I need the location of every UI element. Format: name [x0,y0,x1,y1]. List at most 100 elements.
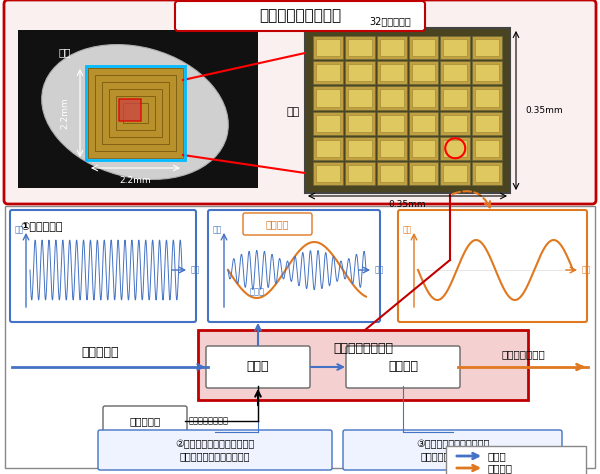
Bar [377,137,407,160]
Bar [313,86,343,109]
Bar [440,162,470,185]
Bar [440,36,470,59]
Text: 周波数、振幅一定: 周波数、振幅一定 [189,417,229,426]
Bar [409,111,439,135]
Text: 0.35mm: 0.35mm [388,200,426,209]
Text: 信号成分: 信号成分 [265,219,289,229]
Bar [198,330,528,400]
Bar [345,36,374,59]
Bar [409,86,439,109]
Bar [88,68,183,158]
Bar [440,86,470,109]
Text: 光成分: 光成分 [250,288,265,297]
Bar [119,99,141,121]
FancyBboxPatch shape [208,210,380,322]
Bar [412,140,436,157]
Bar [412,39,436,56]
Bar [109,89,162,137]
Bar [440,111,470,135]
Bar [316,115,340,132]
Bar [95,75,176,151]
Text: 時間: 時間 [582,265,591,274]
Text: 高速集積型受光素子: 高速集積型受光素子 [259,9,341,24]
Bar [443,39,467,56]
Bar [305,28,510,193]
Bar [472,162,502,185]
Bar [472,137,502,160]
Bar [443,140,467,157]
Bar [377,162,407,185]
Bar [475,89,499,107]
Bar [409,162,439,185]
Bar [380,39,404,56]
Text: 時間: 時間 [375,265,384,274]
FancyBboxPatch shape [343,430,562,470]
Text: 32個の受光部: 32個の受光部 [369,16,411,26]
Bar [380,64,404,82]
Bar [316,39,340,56]
Bar [348,39,371,56]
Bar [345,137,374,160]
Bar [316,140,340,157]
Text: 2.2mm: 2.2mm [61,97,70,129]
Bar [345,111,374,135]
Text: 拡大: 拡大 [286,107,299,117]
Bar [316,89,340,107]
FancyBboxPatch shape [175,1,425,31]
Text: 0.35mm: 0.35mm [525,106,563,115]
Bar [443,115,467,132]
Text: 光検出器: 光検出器 [388,361,418,374]
Bar [86,66,185,160]
Bar [472,86,502,109]
Bar [348,89,371,107]
FancyBboxPatch shape [398,210,587,322]
FancyBboxPatch shape [10,210,196,322]
FancyBboxPatch shape [243,213,312,235]
Text: 干渉計: 干渉計 [247,361,269,374]
Text: 高速受光素子技術: 高速受光素子技術 [333,342,393,355]
Bar [475,115,499,132]
Bar [102,82,169,144]
Bar [380,140,404,157]
FancyBboxPatch shape [103,406,187,436]
Bar [345,86,374,109]
Bar [472,61,502,84]
Bar [313,111,343,135]
Bar [316,64,340,82]
Bar [409,61,439,84]
FancyBboxPatch shape [4,0,596,204]
Bar [316,165,340,182]
Bar [313,36,343,59]
Bar [345,61,374,84]
Bar [348,165,371,182]
Bar [475,140,499,157]
Text: 振幅: 振幅 [15,226,24,235]
Bar [443,64,467,82]
Bar [313,137,343,160]
Text: ③光成分を取り除き、信号
成分のみ電気信号に変換: ③光成分を取り除き、信号 成分のみ電気信号に変換 [416,439,489,461]
Text: 電気信号: 電気信号 [488,463,513,473]
Bar [475,165,499,182]
Bar [446,446,586,474]
Text: 米粒: 米粒 [59,47,71,57]
FancyBboxPatch shape [346,346,460,388]
Text: 2.2mm: 2.2mm [119,176,151,185]
Bar [440,61,470,84]
Bar [440,137,470,160]
Text: ①光通信信号: ①光通信信号 [20,222,62,232]
Bar [5,206,595,468]
Text: 信号処理回路へ: 信号処理回路へ [501,349,545,359]
Bar [377,111,407,135]
Bar [123,103,148,123]
Bar [348,140,371,157]
Bar [409,36,439,59]
Bar [472,111,502,135]
Bar [377,86,407,109]
Bar [116,96,155,130]
Text: 時間: 時間 [191,265,200,274]
Bar [377,61,407,84]
Bar [472,36,502,59]
Text: 光基準信号: 光基準信号 [130,416,161,426]
Bar [345,162,374,185]
Bar [380,165,404,182]
